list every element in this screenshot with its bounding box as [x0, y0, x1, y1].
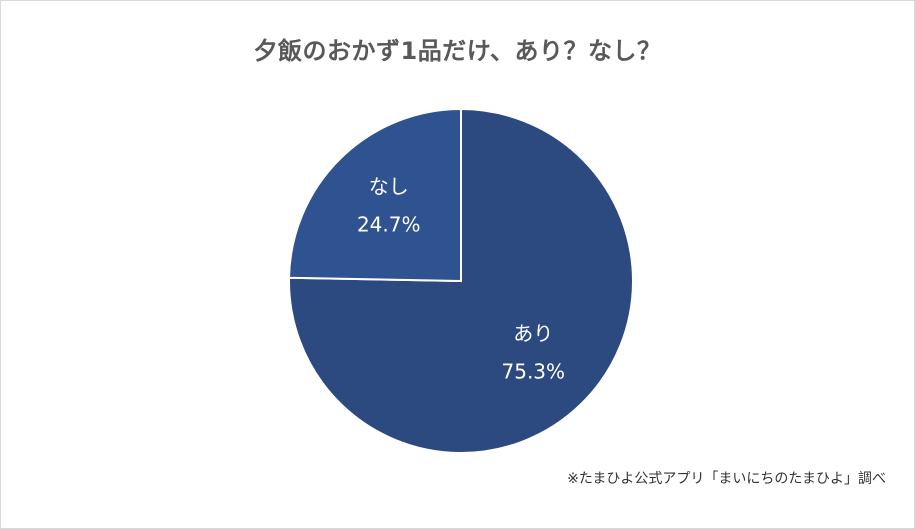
source-note: ※たまひよ公式アプリ「まいにちのたまひよ」調べ	[567, 471, 886, 487]
pie-slice-2	[288, 107, 462, 283]
slice-value-label-1: 75.3%	[502, 360, 566, 384]
slice-category-label-1: あり	[513, 322, 553, 346]
chart-title: 夕飯のおかず1品だけ、あり？なし？	[253, 37, 662, 65]
slice-value-label-2: 24.7%	[357, 212, 421, 236]
slice-category-label-2: なし	[369, 174, 409, 198]
